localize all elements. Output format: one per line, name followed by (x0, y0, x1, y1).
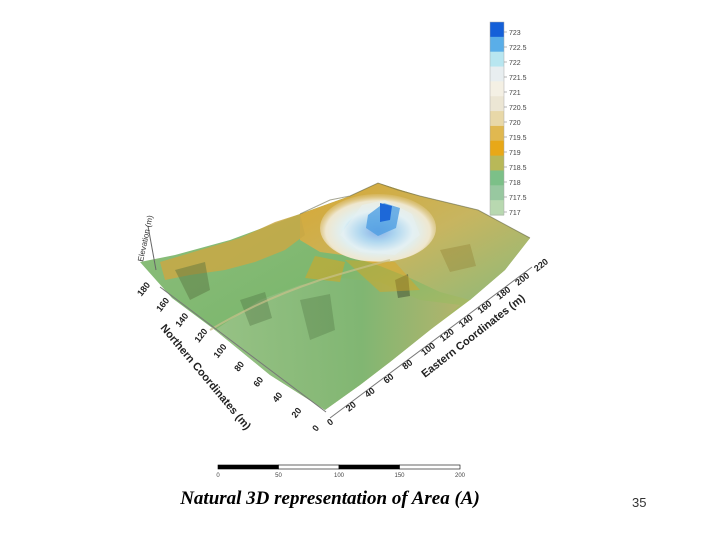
x-tick-label: 100 (419, 340, 437, 357)
colorbar: 723 722.5 722 721.5 721 720.5 720 719.5 719 718.5… (489, 21, 527, 217)
x-tick-label: 80 (400, 358, 414, 372)
colorbar-swatch (490, 81, 504, 97)
colorbar-swatch (490, 36, 504, 53)
colorbar-label: 721 (509, 90, 521, 97)
colorbar-swatch (490, 170, 504, 186)
scale-bar-label: 150 (394, 473, 405, 479)
x-tick-label: 60 (382, 372, 396, 386)
colorbar-label: 722.5 (509, 45, 527, 52)
colorbar-label: 720.5 (509, 105, 527, 112)
scale-bar: 0 50 100 150 200 (216, 464, 466, 479)
colorbar-swatch (490, 22, 504, 38)
y-tick-label: 100 (212, 342, 229, 360)
colorbar-label: 718 (509, 180, 521, 187)
colorbar-swatch (490, 51, 504, 68)
colorbar-label: 717 (509, 210, 521, 217)
scale-bar-label: 100 (334, 473, 345, 479)
colorbar-frame (489, 21, 505, 216)
x-tick-label: 120 (438, 326, 456, 343)
x-tick-label: 180 (494, 284, 512, 301)
x-tick-label: 200 (513, 270, 531, 287)
z-axis-line (147, 225, 157, 271)
x-tick-label: 220 (532, 256, 550, 273)
y-axis-line (159, 286, 327, 413)
x-tick-label: 140 (457, 312, 475, 329)
y-tick-label: 0 (310, 423, 321, 433)
colorbar-swatch (490, 155, 504, 172)
colorbar-swatch (490, 185, 504, 201)
y-tick-label: 40 (270, 390, 284, 404)
scale-bar-segment (278, 464, 340, 470)
colorbar-label: 722 (509, 60, 521, 67)
caption-text: Natural 3D representation of Area (A) (180, 488, 480, 509)
x-tick-label: 40 (363, 386, 377, 400)
y-tick-label: 180 (135, 280, 152, 298)
y-tick-label: 60 (251, 375, 265, 389)
y-tick-label: 160 (154, 296, 171, 314)
y-tick-label: 120 (192, 326, 209, 344)
scale-bar-label: 50 (275, 473, 282, 479)
page-number: 35 (632, 495, 647, 510)
x-tick-label: 0 (325, 417, 335, 428)
x-tick-label: 20 (344, 400, 358, 414)
y-tick-label: 20 (290, 406, 304, 420)
colorbar-swatch (490, 140, 504, 157)
x-axis-line (329, 266, 533, 419)
x-tick-label: 160 (476, 298, 494, 315)
colorbar-label: 720 (509, 120, 521, 127)
scale-bar-segment (338, 464, 400, 470)
colorbar-swatch (490, 66, 504, 82)
scale-bar-label: 200 (455, 473, 466, 479)
colorbar-swatch (490, 111, 504, 127)
y-tick-label: 140 (173, 311, 190, 329)
colorbar-label: 717.5 (509, 195, 527, 202)
terrain-surface (140, 182, 531, 410)
y-tick-label: 80 (232, 359, 246, 373)
colorbar-label: 718.5 (509, 165, 527, 172)
colorbar-label: 723 (509, 30, 521, 37)
colorbar-label: 719 (509, 150, 521, 157)
scale-bar-segment (399, 464, 461, 470)
colorbar-swatch (490, 200, 504, 216)
colorbar-label: 721.5 (509, 75, 527, 82)
scale-bar-label: 0 (216, 473, 220, 479)
colorbar-label: 719.5 (509, 135, 527, 142)
colorbar-swatch (490, 125, 504, 142)
z-axis-label: Elevation (m) (136, 214, 155, 262)
colorbar-swatch (490, 96, 504, 112)
slide-caption: Natural 3D representation of Area (A) (0, 488, 660, 510)
scale-bar-segment (217, 464, 279, 470)
